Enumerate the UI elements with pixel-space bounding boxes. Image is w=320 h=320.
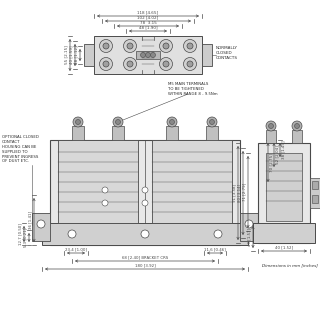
Circle shape <box>187 61 193 67</box>
Text: OPTIONAL CLOSED
CONTACT
HOUSING CAN BE
SUPPLIED TO
PREVENT INGRESS
OF DUST ETC.: OPTIONAL CLOSED CONTACT HOUSING CAN BE S… <box>2 135 39 164</box>
Circle shape <box>159 39 172 52</box>
Bar <box>253 223 315 243</box>
Circle shape <box>100 58 113 70</box>
Text: 11.6 [0.46]: 11.6 [0.46] <box>204 247 226 252</box>
Bar <box>202 44 212 66</box>
Text: 91 [3.58]: 91 [3.58] <box>233 184 236 202</box>
Circle shape <box>292 121 302 131</box>
Text: Dimensions in mm [inches]: Dimensions in mm [inches] <box>262 263 318 267</box>
Circle shape <box>266 121 276 131</box>
Circle shape <box>100 39 113 52</box>
Text: 71 [2.79]: 71 [2.79] <box>243 183 246 201</box>
Circle shape <box>127 61 133 67</box>
Circle shape <box>146 52 150 58</box>
Bar <box>72 126 84 140</box>
Circle shape <box>103 43 109 49</box>
Bar <box>166 126 178 140</box>
Circle shape <box>142 187 148 193</box>
Bar <box>136 51 160 59</box>
Circle shape <box>124 39 137 52</box>
Text: 38 [1.49]: 38 [1.49] <box>282 141 285 159</box>
Circle shape <box>163 61 169 67</box>
Text: 70 [2.75]: 70 [2.75] <box>269 153 274 172</box>
Text: 52 [2.04]: 52 [2.04] <box>276 146 279 164</box>
Text: 48 [1.90]: 48 [1.90] <box>139 26 157 29</box>
Circle shape <box>170 119 174 124</box>
Circle shape <box>73 117 83 127</box>
Text: 118 [4.65]: 118 [4.65] <box>137 11 159 14</box>
Text: 23.4 [1.00]: 23.4 [1.00] <box>65 247 87 252</box>
Circle shape <box>183 58 196 70</box>
Text: 28 [1.12]: 28 [1.12] <box>75 46 78 64</box>
Bar <box>310 178 320 208</box>
Circle shape <box>124 58 137 70</box>
Bar <box>32 213 50 241</box>
Text: 40 [1.59]: 40 [1.59] <box>69 46 74 64</box>
Text: M5 MAIN TERMINALS
TO BE TIGHTENED
WITHIN RANGE 8 - 9.5Nm: M5 MAIN TERMINALS TO BE TIGHTENED WITHIN… <box>168 82 218 96</box>
Circle shape <box>150 52 156 58</box>
Bar <box>266 153 302 221</box>
Circle shape <box>140 52 146 58</box>
Circle shape <box>127 43 133 49</box>
Text: 80 [3.14]: 80 [3.14] <box>237 184 242 202</box>
Circle shape <box>37 220 45 228</box>
Circle shape <box>163 43 169 49</box>
Circle shape <box>102 187 108 193</box>
Circle shape <box>141 230 149 238</box>
Text: 102 [4.02]: 102 [4.02] <box>137 15 159 20</box>
Circle shape <box>68 230 76 238</box>
Circle shape <box>116 119 121 124</box>
Text: 68 [2.40] BRACKET CRS: 68 [2.40] BRACKET CRS <box>122 255 168 260</box>
Bar <box>206 126 218 140</box>
Circle shape <box>245 220 253 228</box>
Text: 55 [2.15]: 55 [2.15] <box>65 46 68 64</box>
Bar <box>258 143 310 243</box>
Circle shape <box>210 119 214 124</box>
Bar <box>50 140 240 245</box>
Text: 5.3 [0.21]: 5.3 [0.21] <box>23 228 28 247</box>
Bar <box>292 130 302 143</box>
Bar <box>312 195 318 203</box>
Bar <box>42 223 248 245</box>
Text: NORMALLY
CLOSED
CONTACTS: NORMALLY CLOSED CONTACTS <box>216 46 238 60</box>
Bar <box>58 140 138 223</box>
Circle shape <box>187 43 193 49</box>
Text: 36 [1.41]: 36 [1.41] <box>28 211 33 229</box>
Text: 180 [3.92]: 180 [3.92] <box>135 263 156 268</box>
Bar <box>112 126 124 140</box>
Text: 78  3.15: 78 3.15 <box>140 20 156 25</box>
Bar <box>152 140 232 223</box>
Circle shape <box>142 200 148 206</box>
Circle shape <box>159 58 172 70</box>
Bar <box>312 181 318 189</box>
Circle shape <box>214 230 222 238</box>
Circle shape <box>294 124 300 129</box>
Circle shape <box>113 117 123 127</box>
Circle shape <box>102 200 108 206</box>
Bar <box>84 44 94 66</box>
Bar <box>94 36 202 74</box>
Circle shape <box>207 117 217 127</box>
Circle shape <box>268 124 274 129</box>
Circle shape <box>103 61 109 67</box>
Text: 40 [1.52]: 40 [1.52] <box>275 245 293 250</box>
Circle shape <box>183 39 196 52</box>
Bar <box>266 130 276 143</box>
Text: 12.7 [0.50]: 12.7 [0.50] <box>19 223 22 245</box>
Text: 40 [1.57]: 40 [1.57] <box>247 228 252 246</box>
Bar <box>240 213 258 241</box>
Circle shape <box>76 119 81 124</box>
Circle shape <box>167 117 177 127</box>
